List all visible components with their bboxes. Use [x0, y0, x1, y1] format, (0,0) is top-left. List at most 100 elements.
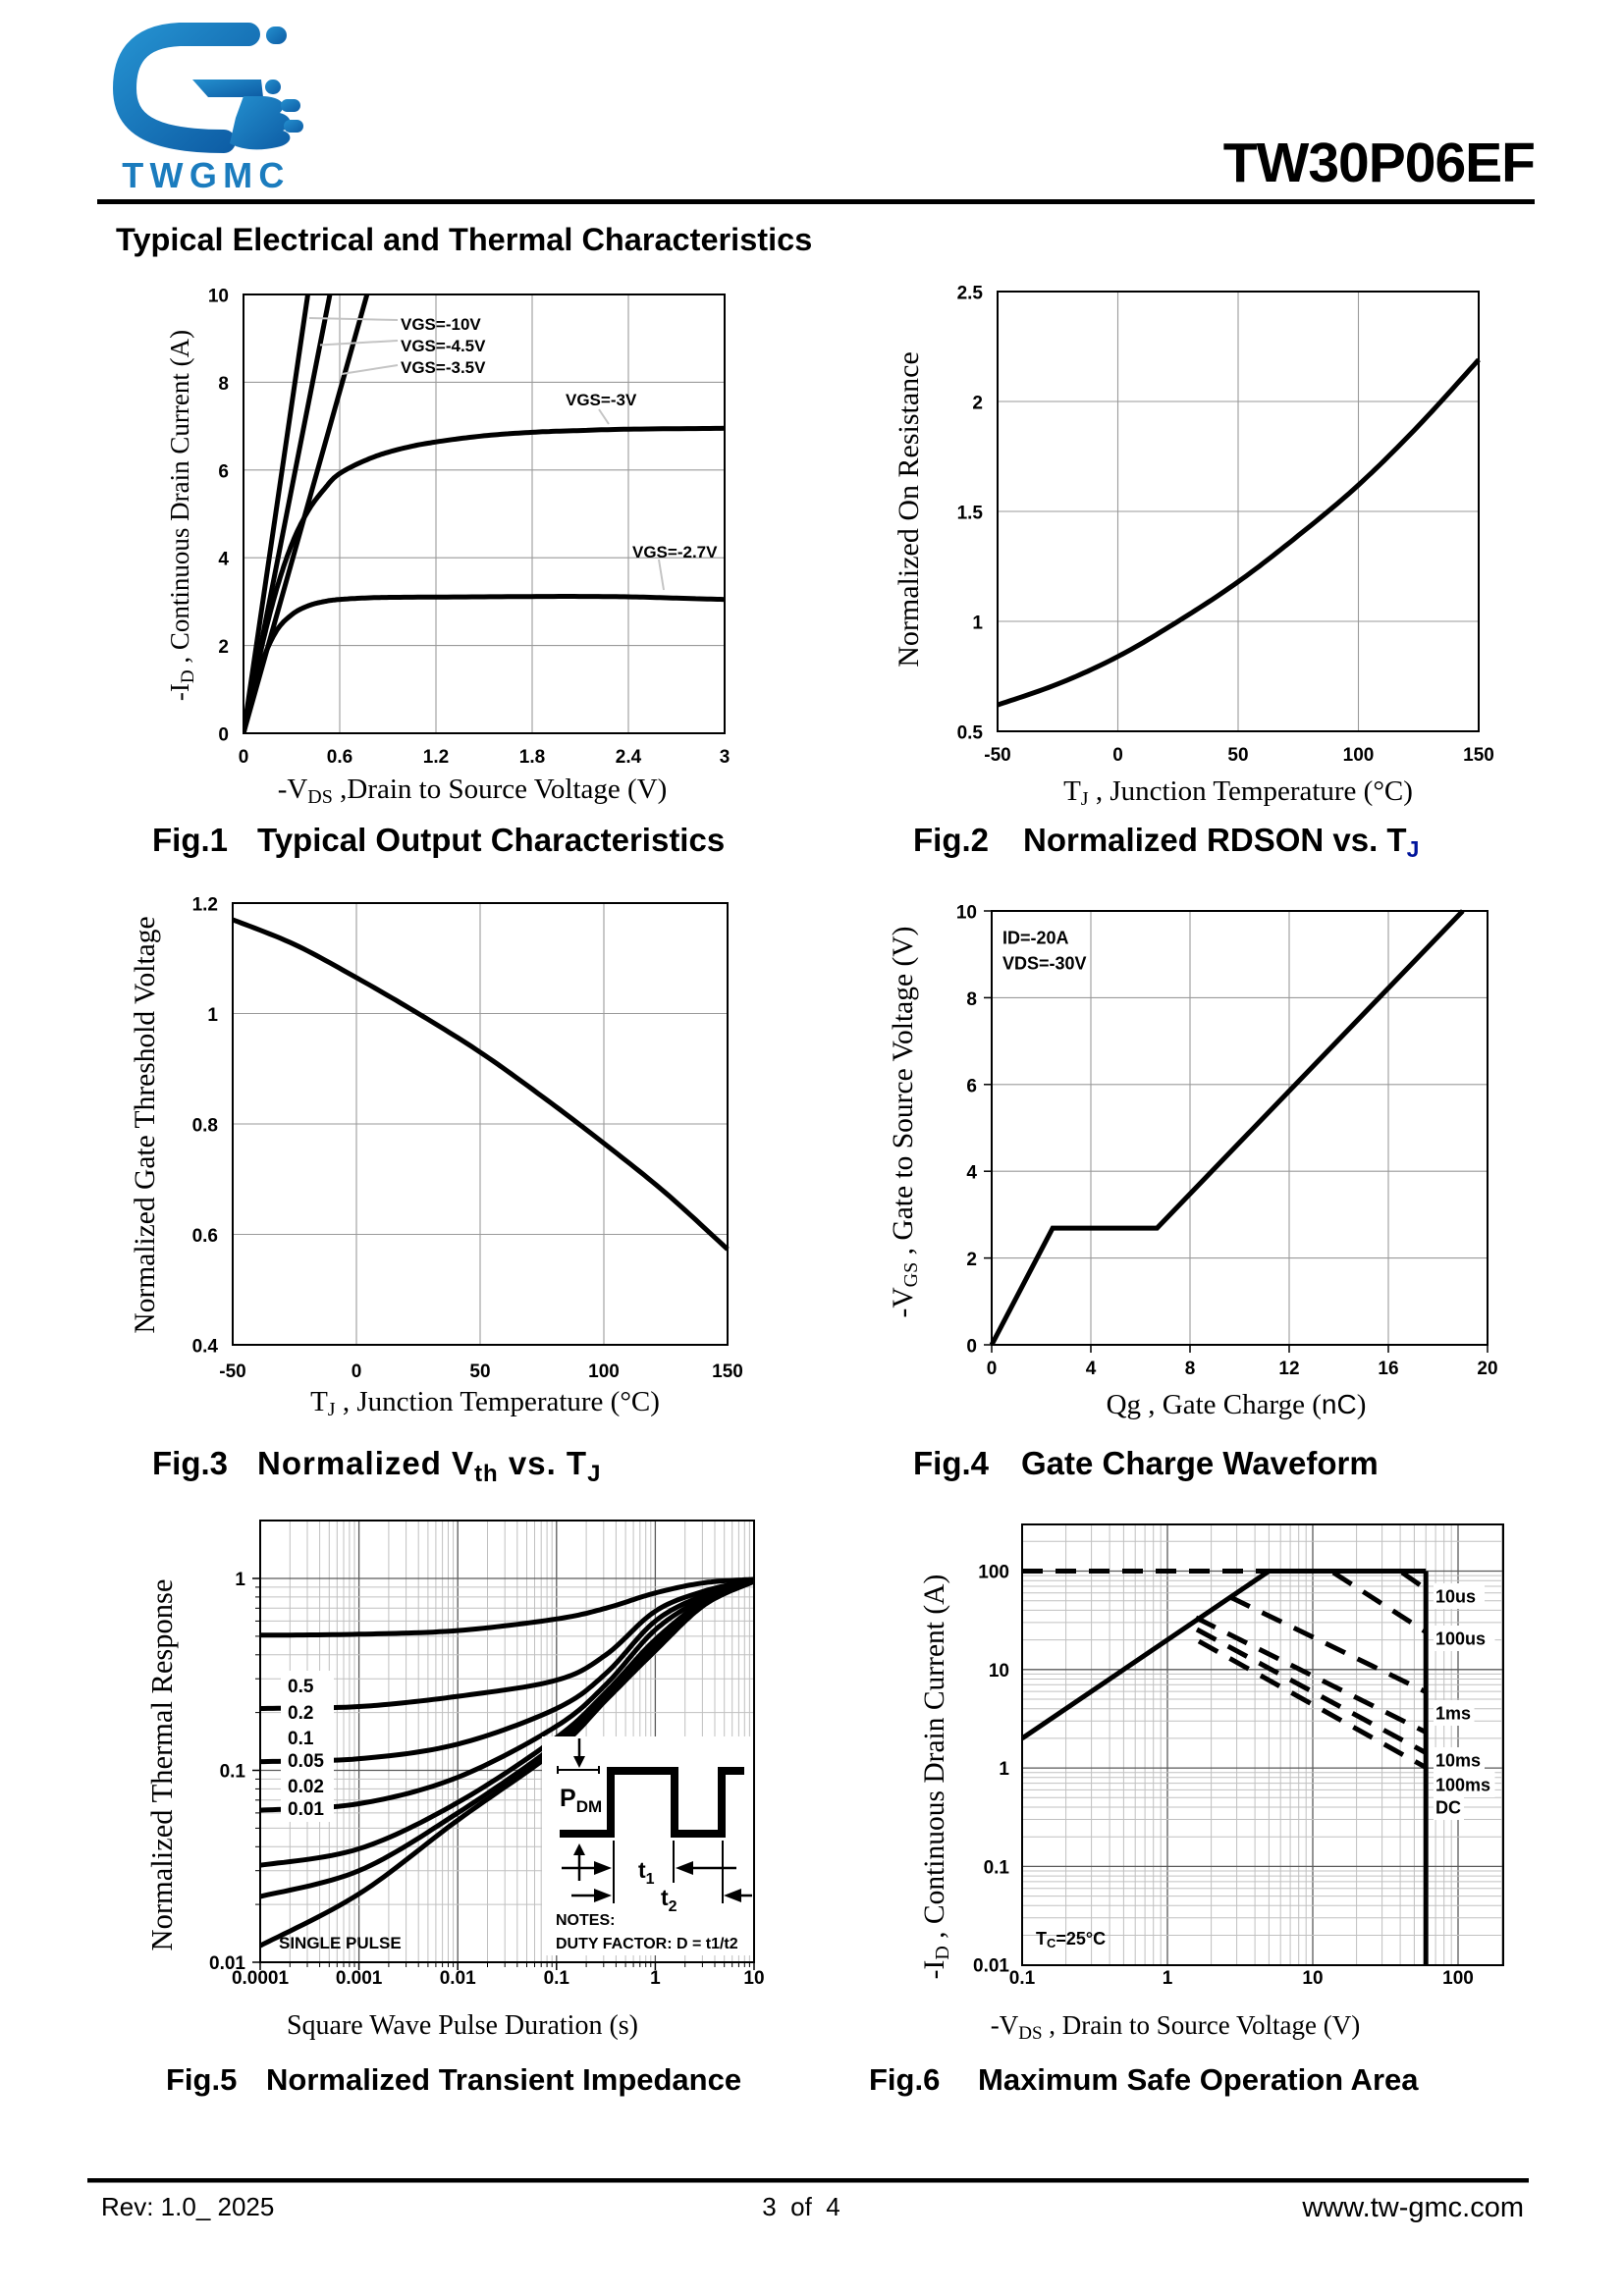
- svg-text:TJ , Junction Temperature (°C): TJ , Junction Temperature (°C): [310, 1386, 660, 1420]
- svg-text:0.1: 0.1: [1009, 1968, 1036, 1989]
- svg-text:0.8: 0.8: [192, 1116, 218, 1137]
- svg-text:12: 12: [1278, 1359, 1299, 1379]
- svg-text:4: 4: [1086, 1359, 1097, 1379]
- svg-text:1: 1: [1163, 1968, 1173, 1989]
- svg-text:1.8: 1.8: [519, 747, 545, 768]
- svg-text:Typical Electrical and Thermal: Typical Electrical and Thermal Character…: [116, 222, 812, 257]
- svg-text:0.5: 0.5: [288, 1677, 314, 1697]
- svg-text:0.1: 0.1: [984, 1857, 1010, 1878]
- svg-text:1.2: 1.2: [423, 747, 449, 768]
- svg-text:8: 8: [1185, 1359, 1196, 1379]
- svg-text:0: 0: [352, 1362, 362, 1382]
- svg-text:-ID , Continuous Drain Current: -ID , Continuous Drain Current (A): [919, 1575, 953, 1980]
- svg-text:4: 4: [966, 1163, 977, 1184]
- svg-text:Normalized Transient Impedance: Normalized Transient Impedance: [266, 2062, 741, 2097]
- svg-text:100: 100: [1442, 1968, 1474, 1989]
- svg-text:0.1: 0.1: [544, 1968, 570, 1989]
- svg-text:0: 0: [987, 1359, 998, 1379]
- svg-text:1.5: 1.5: [957, 504, 984, 524]
- svg-text:ID=-20A: ID=-20A: [1002, 929, 1069, 948]
- svg-text:1: 1: [207, 1005, 218, 1026]
- svg-text:Square Wave Pulse Duration (s): Square Wave Pulse Duration (s): [287, 2010, 638, 2041]
- svg-text:-50: -50: [984, 745, 1010, 766]
- svg-text:100: 100: [588, 1362, 620, 1382]
- svg-text:8: 8: [218, 374, 229, 395]
- svg-text:6: 6: [218, 461, 229, 482]
- svg-text:DC: DC: [1435, 1798, 1461, 1818]
- svg-text:Fig.6: Fig.6: [869, 2062, 940, 2097]
- svg-text:1: 1: [235, 1570, 245, 1590]
- svg-text:100: 100: [978, 1563, 1009, 1583]
- svg-text:0.6: 0.6: [327, 747, 352, 768]
- svg-text:20: 20: [1477, 1359, 1497, 1379]
- svg-text:3: 3: [720, 747, 731, 768]
- svg-text:10: 10: [1302, 1968, 1323, 1989]
- svg-text:2: 2: [218, 637, 229, 658]
- svg-text:Normalized On Resistance: Normalized On Resistance: [893, 351, 925, 667]
- svg-text:Normalized Thermal Response: Normalized Thermal Response: [145, 1579, 179, 1951]
- svg-text:0.02: 0.02: [288, 1777, 324, 1797]
- svg-text:3 of 4: 3 of 4: [762, 2192, 840, 2221]
- svg-text:0.0001: 0.0001: [232, 1968, 290, 1989]
- svg-text:1: 1: [972, 614, 983, 634]
- svg-text:-ID , Continuous Drain Current: -ID , Continuous Drain Current (A): [165, 330, 198, 701]
- svg-text:0.01: 0.01: [440, 1968, 476, 1989]
- svg-text:VGS=-4.5V: VGS=-4.5V: [401, 337, 486, 355]
- svg-text:2: 2: [966, 1250, 977, 1270]
- svg-text:-VDS ,Drain to Source Voltage: -VDS ,Drain to Source Voltage (V): [278, 774, 668, 808]
- svg-text:0.001: 0.001: [336, 1968, 383, 1989]
- svg-text:50: 50: [469, 1362, 490, 1382]
- svg-text:100: 100: [1343, 745, 1375, 766]
- svg-text:TWGMC: TWGMC: [122, 155, 290, 195]
- svg-text:Fig.1: Fig.1: [152, 822, 228, 858]
- svg-text:0.01: 0.01: [288, 1799, 324, 1820]
- svg-text:DUTY FACTOR: D = t1/t2: DUTY FACTOR: D = t1/t2: [556, 1936, 738, 1952]
- svg-text:10: 10: [956, 903, 977, 924]
- svg-text:Fig.3: Fig.3: [152, 1445, 228, 1481]
- svg-text:0.1: 0.1: [220, 1762, 246, 1783]
- svg-text:150: 150: [712, 1362, 743, 1382]
- svg-text:Normalized Vth vs. TJ: Normalized Vth vs. TJ: [257, 1445, 601, 1487]
- svg-text:10: 10: [743, 1968, 764, 1989]
- svg-text:10ms: 10ms: [1435, 1751, 1481, 1771]
- svg-text:Maximum Safe Operation Area: Maximum Safe Operation Area: [978, 2062, 1419, 2097]
- svg-text:0.01: 0.01: [973, 1956, 1009, 1977]
- svg-text:Normalized RDSON vs. TJ: Normalized RDSON vs. TJ: [1023, 822, 1419, 862]
- svg-text:Gate Charge Waveform: Gate Charge Waveform: [1021, 1445, 1379, 1481]
- svg-text:TW30P06EF: TW30P06EF: [1223, 132, 1535, 194]
- svg-text:2.4: 2.4: [616, 747, 642, 768]
- svg-text:VGS=-2.7V: VGS=-2.7V: [632, 543, 718, 561]
- svg-text:0: 0: [966, 1337, 977, 1358]
- svg-text:VGS=-10V: VGS=-10V: [401, 315, 481, 334]
- svg-text:Qg , Gate Charge (nC): Qg , Gate Charge (nC): [1107, 1389, 1367, 1420]
- svg-text:100ms: 100ms: [1435, 1776, 1490, 1795]
- svg-text:150: 150: [1463, 745, 1494, 766]
- svg-text:NOTES:: NOTES:: [556, 1912, 615, 1929]
- svg-text:0: 0: [218, 725, 229, 746]
- svg-text:4: 4: [218, 550, 229, 570]
- svg-text:0: 0: [239, 747, 249, 768]
- svg-text:10: 10: [208, 287, 229, 307]
- svg-text:Fig.2: Fig.2: [913, 822, 989, 858]
- svg-text:2.5: 2.5: [957, 284, 984, 304]
- svg-text:0.4: 0.4: [192, 1337, 219, 1358]
- svg-text:VGS=-3.5V: VGS=-3.5V: [401, 358, 486, 377]
- svg-text:VDS=-30V: VDS=-30V: [1002, 954, 1087, 974]
- svg-text:8: 8: [966, 989, 977, 1010]
- svg-text:Typical Output Characteristics: Typical Output Characteristics: [257, 822, 725, 858]
- svg-text:16: 16: [1378, 1359, 1398, 1379]
- svg-text:2: 2: [972, 394, 983, 414]
- svg-text:0.6: 0.6: [192, 1226, 218, 1247]
- svg-text:Normalized Gate Threshold Volt: Normalized Gate Threshold Voltage: [130, 916, 161, 1333]
- svg-text:100us: 100us: [1435, 1629, 1486, 1649]
- svg-text:-50: -50: [219, 1362, 245, 1382]
- svg-text:0.01: 0.01: [209, 1953, 245, 1974]
- svg-text:TJ , Junction Temperature (°C): TJ , Junction Temperature (°C): [1063, 775, 1413, 810]
- svg-text:10us: 10us: [1435, 1587, 1476, 1607]
- svg-text:TC=25°C: TC=25°C: [1036, 1929, 1106, 1950]
- svg-text:1ms: 1ms: [1435, 1704, 1471, 1724]
- svg-text:-VDS , Drain to Source Voltage: -VDS , Drain to Source Voltage (V): [991, 2010, 1360, 2044]
- svg-text:1.2: 1.2: [192, 895, 218, 916]
- svg-text:0.1: 0.1: [288, 1729, 314, 1749]
- svg-text:VGS=-3V: VGS=-3V: [566, 391, 637, 409]
